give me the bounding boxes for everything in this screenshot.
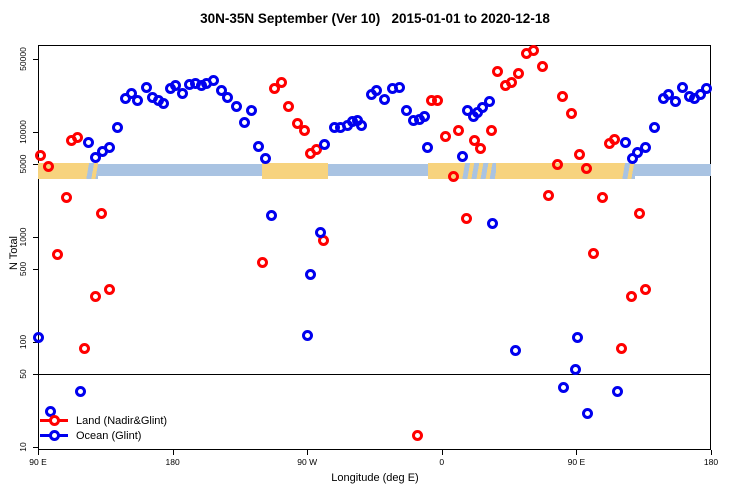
land-circle-icon [49,415,60,426]
legend-item-ocean: Ocean (Glint) [40,428,167,443]
ocean-series-symbol [40,430,68,441]
y-axis-tick-label: 10000 [18,120,28,145]
x-axis-tick-label: 90 E [29,457,47,467]
x-axis-label: Longitude (deg E) [331,472,419,484]
legend-label-land: Land (Nadir&Glint) [76,414,168,427]
y-axis-tick-label: 10 [18,442,28,452]
legend-label-ocean: Ocean (Glint) [76,429,142,442]
plot-area [38,45,711,450]
ocean-circle-icon [49,430,60,441]
x-axis-tick-label: 90 W [297,457,318,467]
x-axis-tick [307,450,309,455]
y-axis-tick-label: 50000 [18,47,28,71]
x-axis-tick-label: 180 [703,457,719,467]
x-axis-tick-label: 0 [439,457,445,467]
y-axis-label: N Total [8,235,20,271]
chart-title: 30N-35N September (Ver 10) 2015-01-01 to… [200,11,550,26]
x-axis-tick [576,450,578,455]
x-axis-tick [441,450,443,455]
x-axis-tick-label: 90 E [567,457,586,467]
x-axis-tick [38,450,39,455]
x-axis-tick-label: 180 [165,457,180,467]
land-series-symbol [40,415,68,426]
legend-item-land: Land (Nadir&Glint) [40,413,167,428]
x-axis-tick [711,450,712,455]
x-axis-tick [172,450,174,455]
y-axis-tick-label: 5000 [18,154,28,174]
y-axis-tick-label: 100 [18,335,28,350]
y-axis-tick-label: 50 [18,368,28,379]
legend: Land (Nadir&Glint) Ocean (Glint) [40,413,167,443]
